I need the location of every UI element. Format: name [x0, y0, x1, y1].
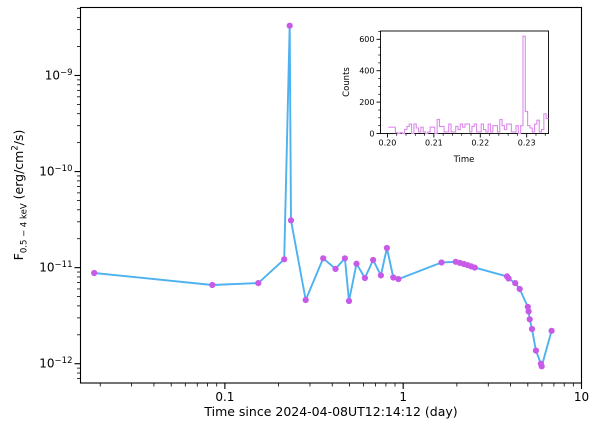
y-axis-title-prefix: F [10, 253, 26, 261]
inset-step-line [388, 35, 549, 135]
main-y-ticks: 10−9 10−10 10−11 10−12 [39, 7, 81, 380]
data-point [287, 217, 295, 224]
data-point [548, 327, 555, 334]
main-plot-frame [79, 6, 583, 384]
inset-x-tick-label: 0.21 [425, 139, 443, 148]
y-axis-title-mid: (erg/cm [10, 150, 26, 204]
data-point [525, 308, 532, 315]
x-axis-title-text: Time since 2024-04-08UT12:14:12 (day) [204, 404, 458, 419]
data-point [286, 22, 293, 29]
data-point [516, 285, 523, 293]
data-point [332, 265, 339, 272]
data-point [390, 274, 397, 281]
y-axis-title-subscript: 0.5 − 4 keV [19, 203, 30, 254]
y-axis-title-suffix: /s) [10, 129, 26, 146]
x-tick-label: 1 [399, 390, 407, 404]
x-axis-title: Time since 2024-04-08UT12:14:12 (day) [204, 404, 457, 419]
data-point [512, 280, 519, 287]
y-axis-title-superscript: 2 [10, 145, 21, 151]
data-point [505, 275, 512, 282]
inset-y-tick-label: 200 [359, 98, 374, 107]
data-point [361, 274, 368, 282]
data-point [438, 259, 445, 266]
main-axes: 0.1 1 10 10−9 10−10 10−11 10−12 [39, 6, 589, 404]
data-point [281, 256, 288, 263]
x-tick-label: 10 [574, 390, 589, 404]
inset-background [335, 14, 556, 169]
inset-y-tick-label: 600 [359, 35, 374, 44]
data-point [209, 281, 216, 289]
inset-axes: 0.20 0.21 0.22 0.23 0 200 400 600 [359, 30, 549, 148]
data-point [528, 325, 536, 333]
inset-plot-frame [380, 30, 549, 134]
x-tick-label: 0.1 [215, 390, 234, 404]
inset-y-tick-label: 0 [369, 129, 374, 138]
inset-y-axis-title: Counts [342, 67, 352, 97]
inset-x-axis-title-text: Time [453, 155, 475, 165]
data-point [383, 244, 390, 252]
data-point [341, 255, 348, 262]
data-point [377, 272, 384, 279]
data-point [302, 296, 309, 304]
inset-x-tick-label: 0.20 [379, 139, 397, 148]
data-point [91, 269, 98, 277]
inset-x-tick-label: 0.22 [471, 139, 489, 148]
data-point [353, 260, 360, 267]
inset-x-axis-title: Time [454, 155, 475, 165]
data-point [532, 347, 540, 354]
y-tick-label: 10−9 [45, 68, 73, 83]
inset-y-tick-label: 400 [359, 67, 374, 76]
data-point [471, 264, 478, 271]
data-point [526, 316, 533, 323]
data-point [255, 280, 262, 287]
y-tick-label: 10−11 [39, 260, 72, 275]
data-point [395, 276, 402, 283]
data-point [370, 256, 377, 264]
data-point [538, 363, 545, 370]
data-point [345, 297, 353, 305]
y-tick-label: 10−10 [39, 164, 72, 179]
flux-markers [91, 22, 555, 370]
y-axis-title: F0.5 − 4 keV (erg/cm2/s) [11, 130, 30, 261]
inset-x-tick-label: 0.23 [518, 139, 536, 148]
y-tick-label: 10−12 [39, 356, 72, 371]
data-point [320, 255, 327, 262]
main-x-ticks: 0.1 1 10 [99, 383, 589, 404]
inset-y-axis-title-text: Counts [342, 67, 352, 97]
